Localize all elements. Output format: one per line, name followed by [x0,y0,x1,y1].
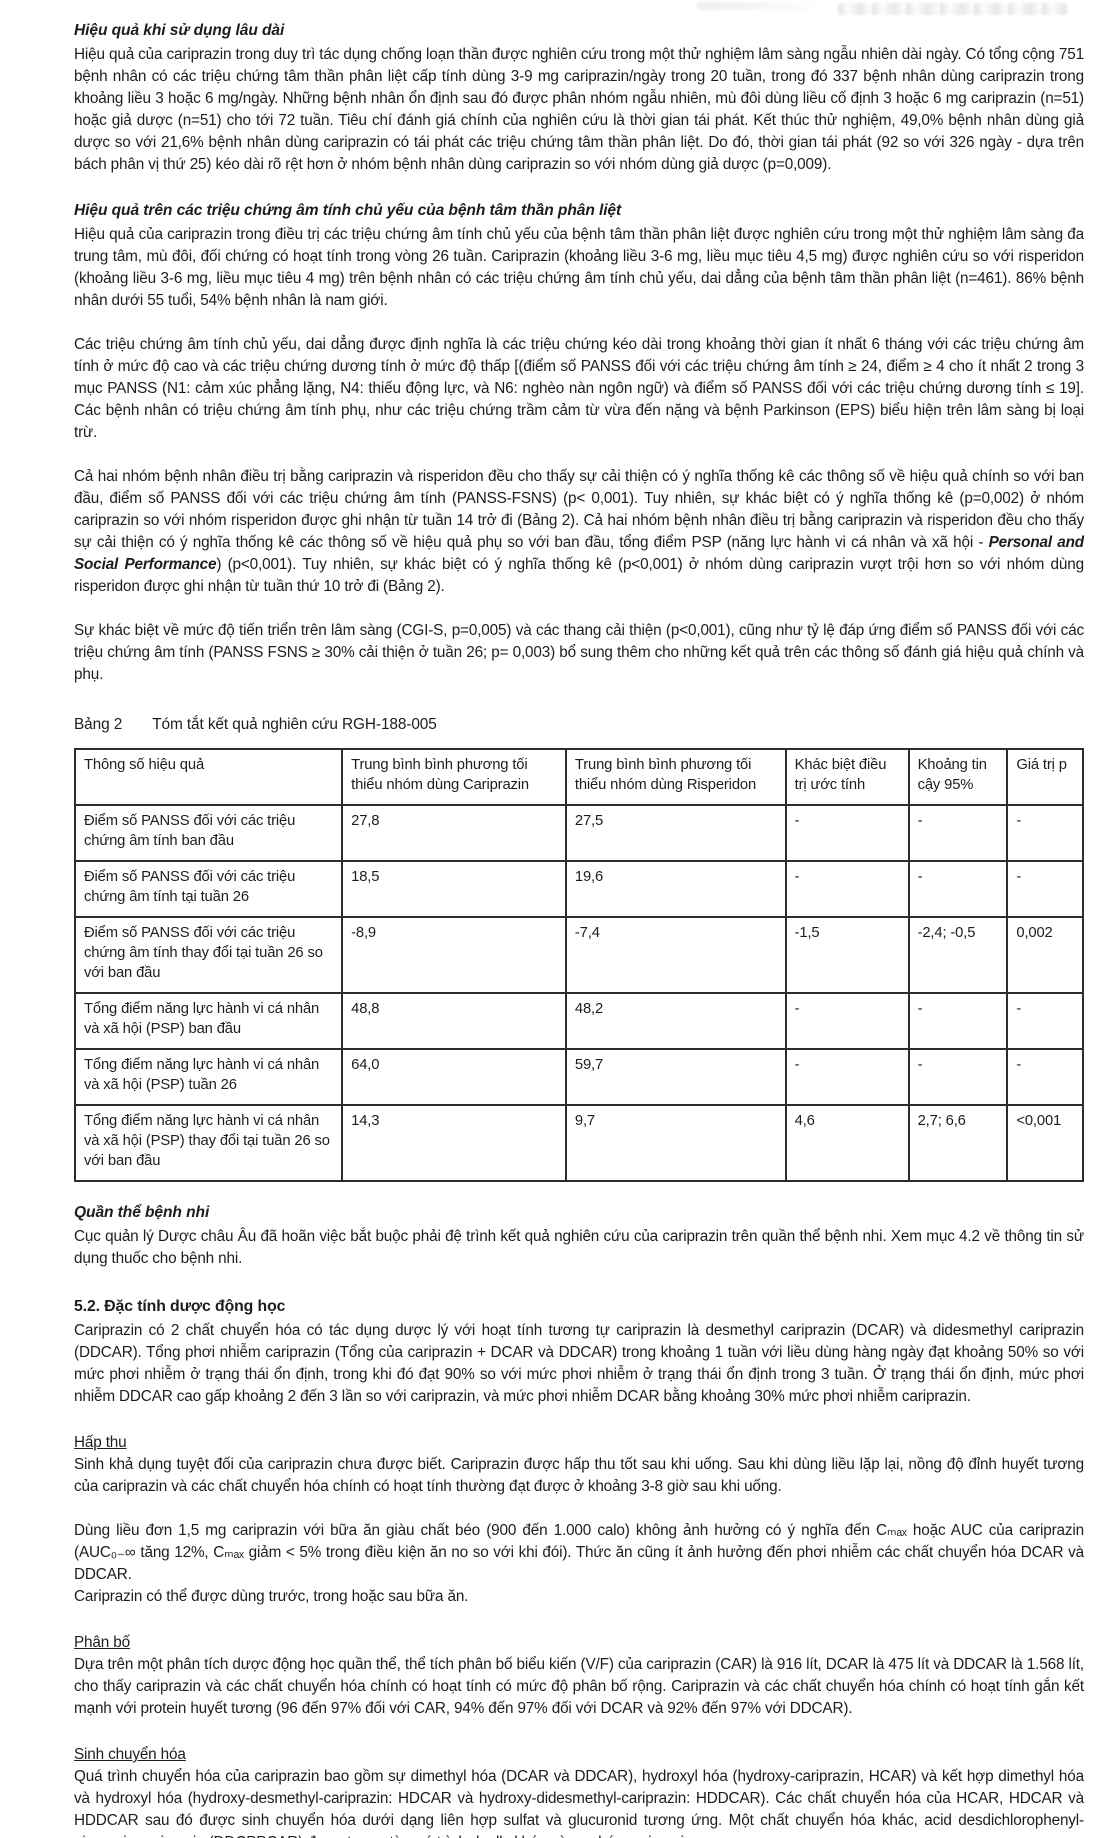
table-cell: 48,8 [341,992,567,1050]
table-cell: 48,2 [564,992,787,1050]
table-cell: - [784,1048,910,1106]
table-row: Tổng điểm năng lực hành vi cá nhân và xã… [73,1104,1084,1182]
table-cell: <0,001 [1006,1104,1084,1182]
table-cell: - [907,1048,1009,1106]
paragraph-absorption-p2: Dùng liều đơn 1,5 mg cariprazin với bữa … [74,1522,1084,1583]
paragraph-long-term-body: Hiệu quả của cariprazin trong duy trì tá… [74,46,1084,173]
paragraph-absorption-p3: Cariprazin có thể được dùng trước, trong… [74,1588,469,1605]
column-header: Thông số hiệu quả [73,748,344,806]
heading-long-term-efficacy: Hiệu quả khi sử dụng lâu dài [74,22,285,39]
paragraph-distribution-body: Dựa trên một phân tích dược động học quầ… [74,1656,1084,1717]
table-cell: - [784,992,910,1050]
paragraph-pediatric-body: Cục quản lý Dược châu Âu đã hoãn việc bắ… [74,1228,1084,1267]
section-pharmacokinetics: 5.2. Đặc tính dược động học Cariprazin c… [74,1296,1084,1838]
table-cell: 27,8 [341,804,567,862]
table-cell: - [1006,860,1084,918]
table-cell: Tổng điểm năng lực hành vi cá nhân và xã… [73,1104,344,1182]
heading-5-2: 5.2. Đặc tính dược động học [74,1298,286,1315]
table-cell: Tổng điểm năng lực hành vi cá nhân và xã… [73,992,344,1050]
scan-artifact-small [696,2,816,10]
table-caption-text: Tóm tắt kết quả nghiên cứu RGH-188-005 [152,716,437,733]
heading-pediatric: Quần thể bệnh nhi [74,1204,210,1221]
table-cell: 64,0 [341,1048,567,1106]
results-table: Thông số hiệu quả Trung bình bình phương… [73,748,1084,1182]
table-cell: Điểm số PANSS đối với các triệu chứng âm… [73,916,344,994]
table-cell: -7,4 [564,916,787,994]
table-cell: 0,002 [1006,916,1084,994]
column-header: Khoảng tin cậy 95% [907,748,1009,806]
table-cell: 4,6 [784,1104,910,1182]
table-header-row: Thông số hiệu quả Trung bình bình phương… [73,748,1084,806]
column-header: Trung bình bình phương tối thiểu nhóm dù… [341,748,567,806]
paragraph-negative-p2: Các triệu chứng âm tính chủ yếu, dai dẳn… [74,336,1084,441]
table-cell: - [907,860,1009,918]
table-cell: - [784,804,910,862]
table-cell: Tổng điểm năng lực hành vi cá nhân và xã… [73,1048,344,1106]
table-cell: 19,6 [564,860,787,918]
section-negative-symptoms: Hiệu quả trên các triệu chứng âm tính ch… [74,200,1084,686]
section-table-2: Bảng 2 Tóm tắt kết quả nghiên cứu RGH-188… [73,714,1084,1182]
column-header: Trung bình bình phương tối thiểu nhóm dù… [564,748,787,806]
table-cell: 18,5 [341,860,567,918]
table-cell: - [907,804,1009,862]
heading-absorption: Hấp thu [74,1434,127,1451]
heading-distribution: Phân bố [74,1634,130,1651]
scan-artifact [838,3,1068,15]
table-cell: - [907,992,1009,1050]
table-cell: Điểm số PANSS đối với các triệu chứng âm… [73,804,344,862]
text-run-italic: Personal and Social Performance [74,534,1084,573]
table-cell: Điểm số PANSS đối với các triệu chứng âm… [73,860,344,918]
paragraph-pk-intro: Cariprazin có 2 chất chuyển hóa có tác d… [74,1322,1084,1405]
heading-metabolism: Sinh chuyển hóa [74,1746,186,1763]
table-cell: -1,5 [784,916,910,994]
paragraph-metabolism-p1: Quá trình chuyển hóa của cariprazin bao … [74,1768,1084,1838]
table-cell: 14,3 [341,1104,567,1182]
paragraph-negative-p3: Cả hai nhóm bệnh nhân điều trị bằng cari… [74,466,1084,598]
table-row: Tổng điểm năng lực hành vi cá nhân và xã… [73,992,1084,1050]
table-caption-label: Bảng 2 [74,716,123,733]
table-row: Điểm số PANSS đối với các triệu chứng âm… [73,860,1084,918]
table-row: Điểm số PANSS đối với các triệu chứng âm… [73,804,1084,862]
text-run: ) (p<0,001). Tuy nhiên, sự khác biệt có … [74,556,1084,595]
table-cell: 59,7 [564,1048,787,1106]
table-cell: - [1006,804,1084,862]
table-caption: Bảng 2 Tóm tắt kết quả nghiên cứu RGH-188… [74,714,1084,736]
table-cell: - [784,860,910,918]
paragraph-negative-p1: Hiệu quả của cariprazin trong điều trị c… [74,226,1084,309]
table-cell: -8,9 [341,916,567,994]
table-row: Điểm số PANSS đối với các triệu chứng âm… [73,916,1084,994]
column-header: Giá trị p [1006,748,1084,806]
paragraph-absorption-p1: Sinh khả dụng tuyệt đối của cariprazin c… [74,1456,1084,1495]
heading-negative-symptoms: Hiệu quả trên các triệu chứng âm tính ch… [74,202,622,219]
table-cell: -2,4; -0,5 [907,916,1009,994]
table-cell: 27,5 [564,804,787,862]
table-cell: - [1006,992,1084,1050]
text-run: Cả hai nhóm bệnh nhân điều trị bằng cari… [74,468,1084,551]
table-row: Tổng điểm năng lực hành vi cá nhân và xã… [73,1048,1084,1106]
column-header: Khác biệt điều trị ước tính [784,748,910,806]
table-cell: - [1006,1048,1084,1106]
table-cell: 2,7; 6,6 [907,1104,1009,1182]
section-long-term-efficacy: Hiệu quả khi sử dụng lâu dài Hiệu quả củ… [74,20,1084,176]
table-cell: 9,7 [564,1104,787,1182]
section-pediatric: Quần thể bệnh nhi Cục quản lý Dược châu … [74,1202,1084,1270]
paragraph-negative-p4: Sự khác biệt về mức độ tiến triển trên l… [74,622,1084,683]
